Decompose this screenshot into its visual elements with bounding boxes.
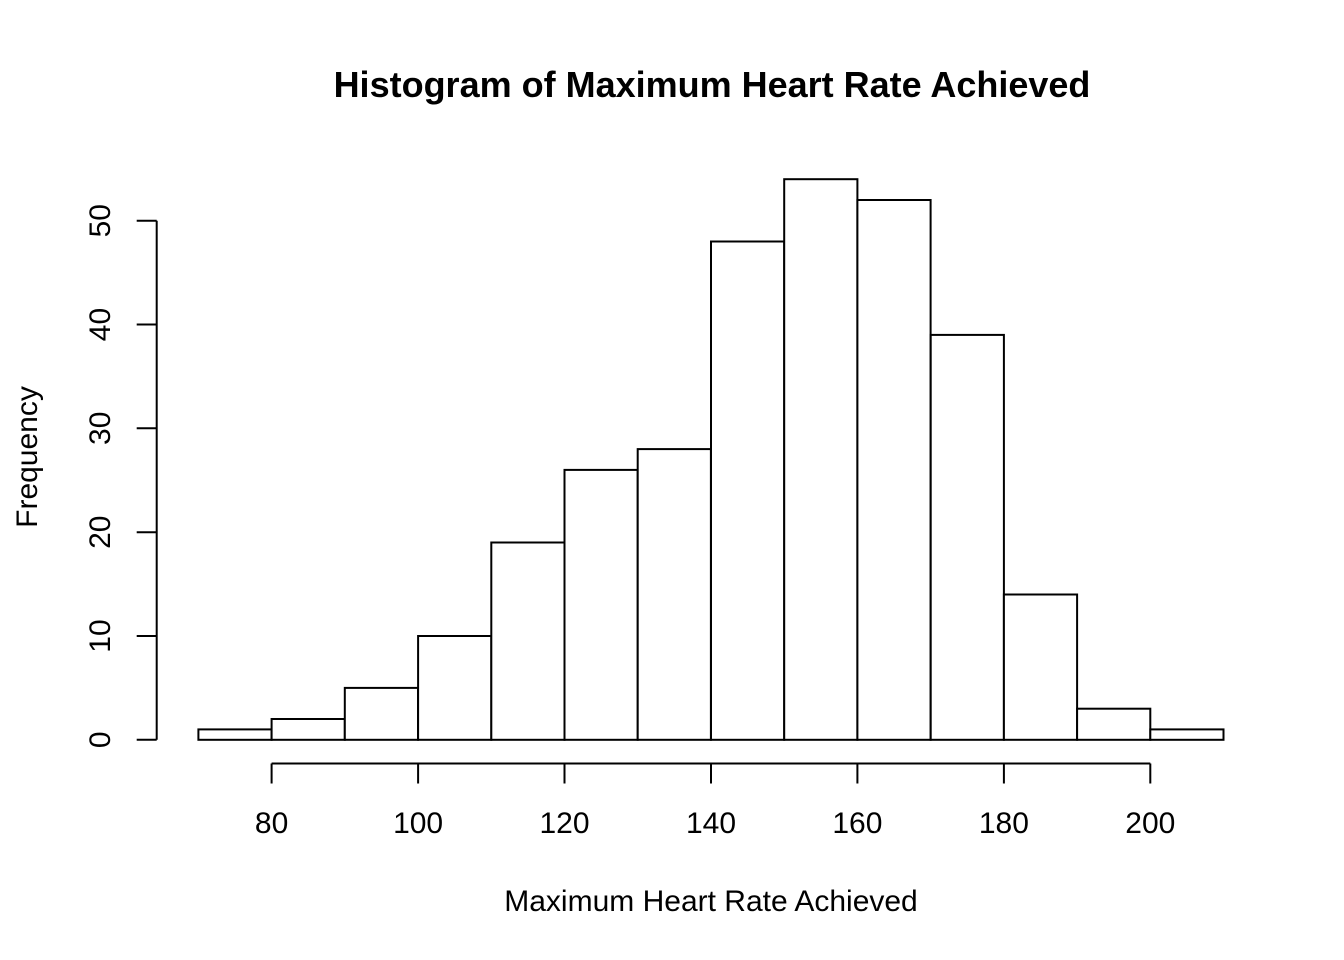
x-tick-label: 140 [686, 807, 736, 840]
histogram-bar [1149, 728, 1225, 741]
histogram-bar [417, 635, 493, 741]
histogram-bar [197, 728, 273, 741]
y-axis-label: Frequency [11, 386, 44, 528]
y-tick-label: 40 [84, 308, 117, 341]
histogram-bar [490, 541, 566, 741]
y-tick-label: 50 [84, 204, 117, 237]
histogram-bar [856, 199, 932, 741]
histogram-bar [343, 686, 419, 741]
chart-title: Histogram of Maximum Heart Rate Achieved [334, 64, 1091, 105]
y-tick-label: 10 [84, 619, 117, 652]
x-tick-label: 120 [539, 807, 589, 840]
y-tick-label: 30 [84, 412, 117, 445]
bars-group [197, 178, 1225, 741]
x-tick-label: 80 [255, 807, 288, 840]
histogram-bar [1002, 593, 1079, 741]
x-tick-label: 200 [1125, 807, 1175, 840]
x-tick-label: 180 [979, 807, 1029, 840]
histogram-bar [270, 718, 346, 741]
y-axis: 0 10 20 30 40 50 [84, 204, 158, 748]
x-tick-label: 160 [832, 807, 882, 840]
x-axis: 80 100 120 140 160 180 200 [255, 762, 1175, 840]
y-tick-label: 20 [84, 516, 117, 549]
histogram-bar [783, 178, 859, 741]
y-tick-label: 0 [84, 731, 117, 748]
x-tick-label: 100 [393, 807, 443, 840]
histogram-bar [1076, 707, 1152, 741]
histogram-bar [710, 240, 786, 741]
histogram-bar [563, 468, 639, 741]
histogram-bar [636, 448, 712, 741]
histogram-bar [929, 333, 1005, 741]
x-axis-label: Maximum Heart Rate Achieved [504, 885, 918, 918]
